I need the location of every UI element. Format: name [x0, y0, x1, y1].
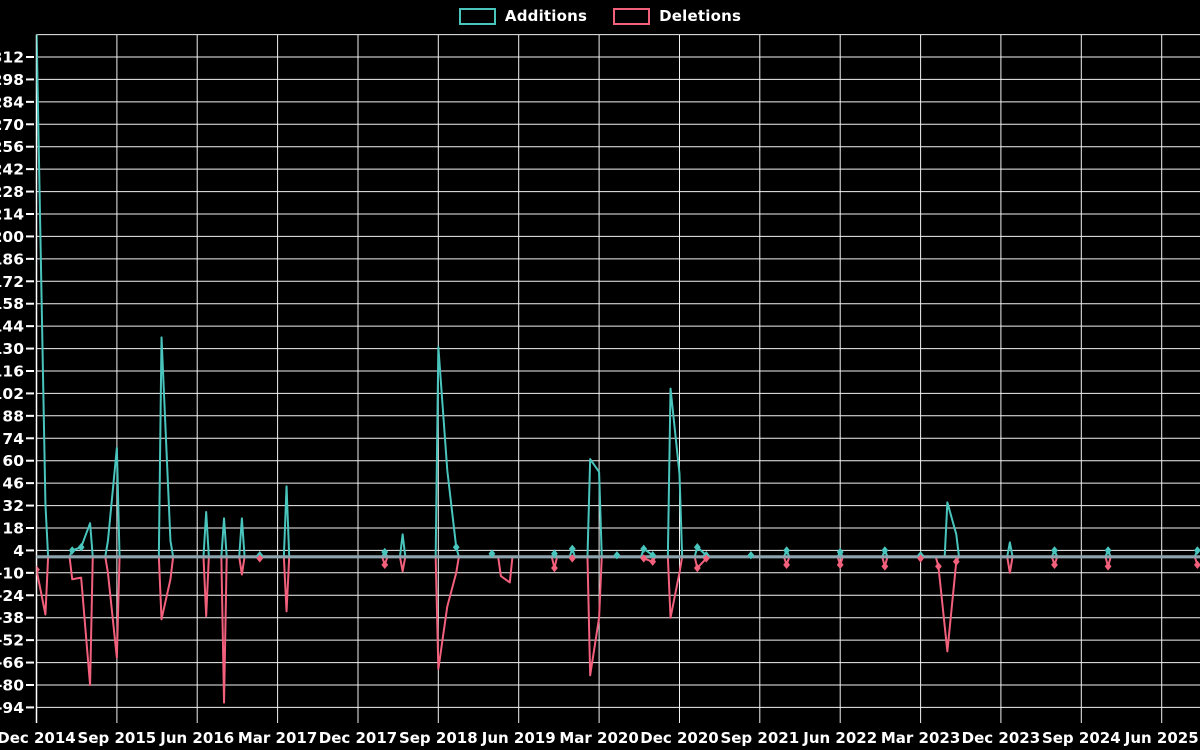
y-tick-label: 214 [0, 205, 24, 223]
y-tick-label: 32 [2, 497, 24, 515]
data-point-marker [640, 554, 648, 563]
x-tick-label: Sep 2021 [720, 729, 799, 747]
data-point-marker [1051, 546, 1058, 555]
x-tick-label: Dec 2017 [319, 729, 398, 747]
y-tick-label: 46 [2, 475, 24, 493]
y-tick-label: 130 [0, 340, 24, 358]
y-tick-label: 74 [2, 430, 24, 448]
y-tick-label: 102 [0, 385, 24, 403]
chart-legend: Additions Deletions [0, 7, 1200, 25]
data-point-marker [1194, 560, 1200, 570]
x-tick-label: Jun 2016 [159, 729, 234, 747]
y-tick-label: -10 [0, 564, 24, 582]
y-tick-label: -24 [0, 587, 24, 605]
x-tick-label: Sep 2018 [399, 729, 478, 747]
data-point-marker [36, 565, 40, 574]
data-point-marker [381, 560, 389, 570]
y-tick-label: 228 [0, 183, 24, 201]
data-point-marker [917, 554, 924, 563]
data-point-marker [783, 546, 791, 555]
data-point-marker [1104, 546, 1112, 555]
grid [36, 34, 1200, 723]
data-point-marker [935, 562, 942, 571]
x-tick-label: Mar 2017 [238, 729, 317, 747]
data-point-marker [551, 549, 558, 558]
y-tick-label: 256 [0, 138, 24, 156]
data-point-marker [488, 549, 496, 558]
y-tick-label: 312 [0, 49, 24, 67]
data-point-marker [693, 563, 701, 573]
x-tick-label: Jun 2022 [802, 729, 877, 747]
y-tick-label: 284 [0, 93, 24, 111]
y-tick-label: 270 [0, 116, 24, 134]
y-tick-label: -66 [0, 654, 24, 672]
legend-item-additions: Additions [458, 7, 588, 25]
y-tick-label: -52 [0, 632, 24, 650]
y-tick-label: 116 [0, 362, 24, 380]
x-tick-label: Sep 2024 [1042, 729, 1121, 747]
x-tick-label: Dec 2014 [0, 729, 76, 747]
y-tick-label: -80 [0, 676, 24, 694]
x-axis: Dec 2014 Sep 2015 Jun 2016 Mar 2017 Dec 2017… [0, 729, 1199, 747]
y-tick-label: 4 [13, 542, 24, 560]
legend-label-deletions: Deletions [659, 7, 742, 25]
data-point-marker [68, 546, 76, 555]
data-point-marker [77, 543, 85, 552]
y-tick-label: 88 [2, 407, 24, 425]
data-point-marker [640, 544, 648, 554]
y-tick-label: 298 [0, 71, 24, 89]
data-point-marker [952, 557, 960, 566]
legend-item-deletions: Deletions [613, 7, 741, 25]
deletions-swatch-icon [613, 7, 651, 25]
data-point-marker [452, 543, 460, 552]
x-tick-label: Mar 2023 [881, 729, 960, 747]
data-point-marker [702, 554, 710, 563]
x-tick-label: Sep 2015 [78, 729, 157, 747]
data-point-marker [568, 554, 576, 563]
additions-line [36, 34, 1199, 558]
data-point-marker [1194, 546, 1200, 555]
data-point-marker [381, 547, 389, 557]
data-point-marker [1104, 562, 1112, 571]
x-tick-label: Mar 2020 [559, 729, 638, 747]
x-tick-label: Jun 2025 [1124, 729, 1199, 747]
x-tick-label: Dec 2023 [962, 729, 1041, 747]
data-point-marker [747, 551, 755, 560]
data-point-marker [649, 557, 657, 566]
y-axis: 312 298 284 270 256 242 228 214 200 186 172 158 144 1… [0, 34, 38, 723]
y-tick-label: 172 [0, 273, 24, 291]
legend-label-additions: Additions [504, 7, 588, 25]
data-point-marker [881, 546, 889, 555]
y-tick-label: 158 [0, 295, 24, 313]
deletions-line [36, 555, 1199, 704]
data-point-marker [693, 543, 701, 552]
x-tick-label: Dec 2020 [640, 729, 719, 747]
y-tick-label: -38 [0, 609, 24, 627]
data-point-marker [551, 563, 558, 573]
y-tick-label: 18 [2, 519, 24, 537]
y-tick-label: -94 [0, 699, 24, 717]
additions-swatch-icon [458, 7, 496, 25]
y-tick-label: 144 [0, 318, 24, 336]
data-point-marker [568, 544, 576, 554]
data-point-marker [836, 560, 844, 570]
x-tick-label: Jun 2019 [481, 729, 556, 747]
y-tick-label: 60 [2, 452, 24, 470]
data-point-marker [613, 551, 621, 560]
data-point-marker [881, 562, 889, 571]
data-point-marker [783, 560, 791, 570]
point-markers [36, 543, 1200, 574]
data-point-marker [649, 551, 657, 560]
data-point-marker [836, 547, 844, 557]
data-point-marker [256, 554, 264, 563]
y-tick-label: 200 [0, 228, 24, 246]
data-point-marker [1051, 560, 1058, 570]
y-tick-label: 186 [0, 250, 24, 268]
y-tick-label: 242 [0, 161, 24, 179]
